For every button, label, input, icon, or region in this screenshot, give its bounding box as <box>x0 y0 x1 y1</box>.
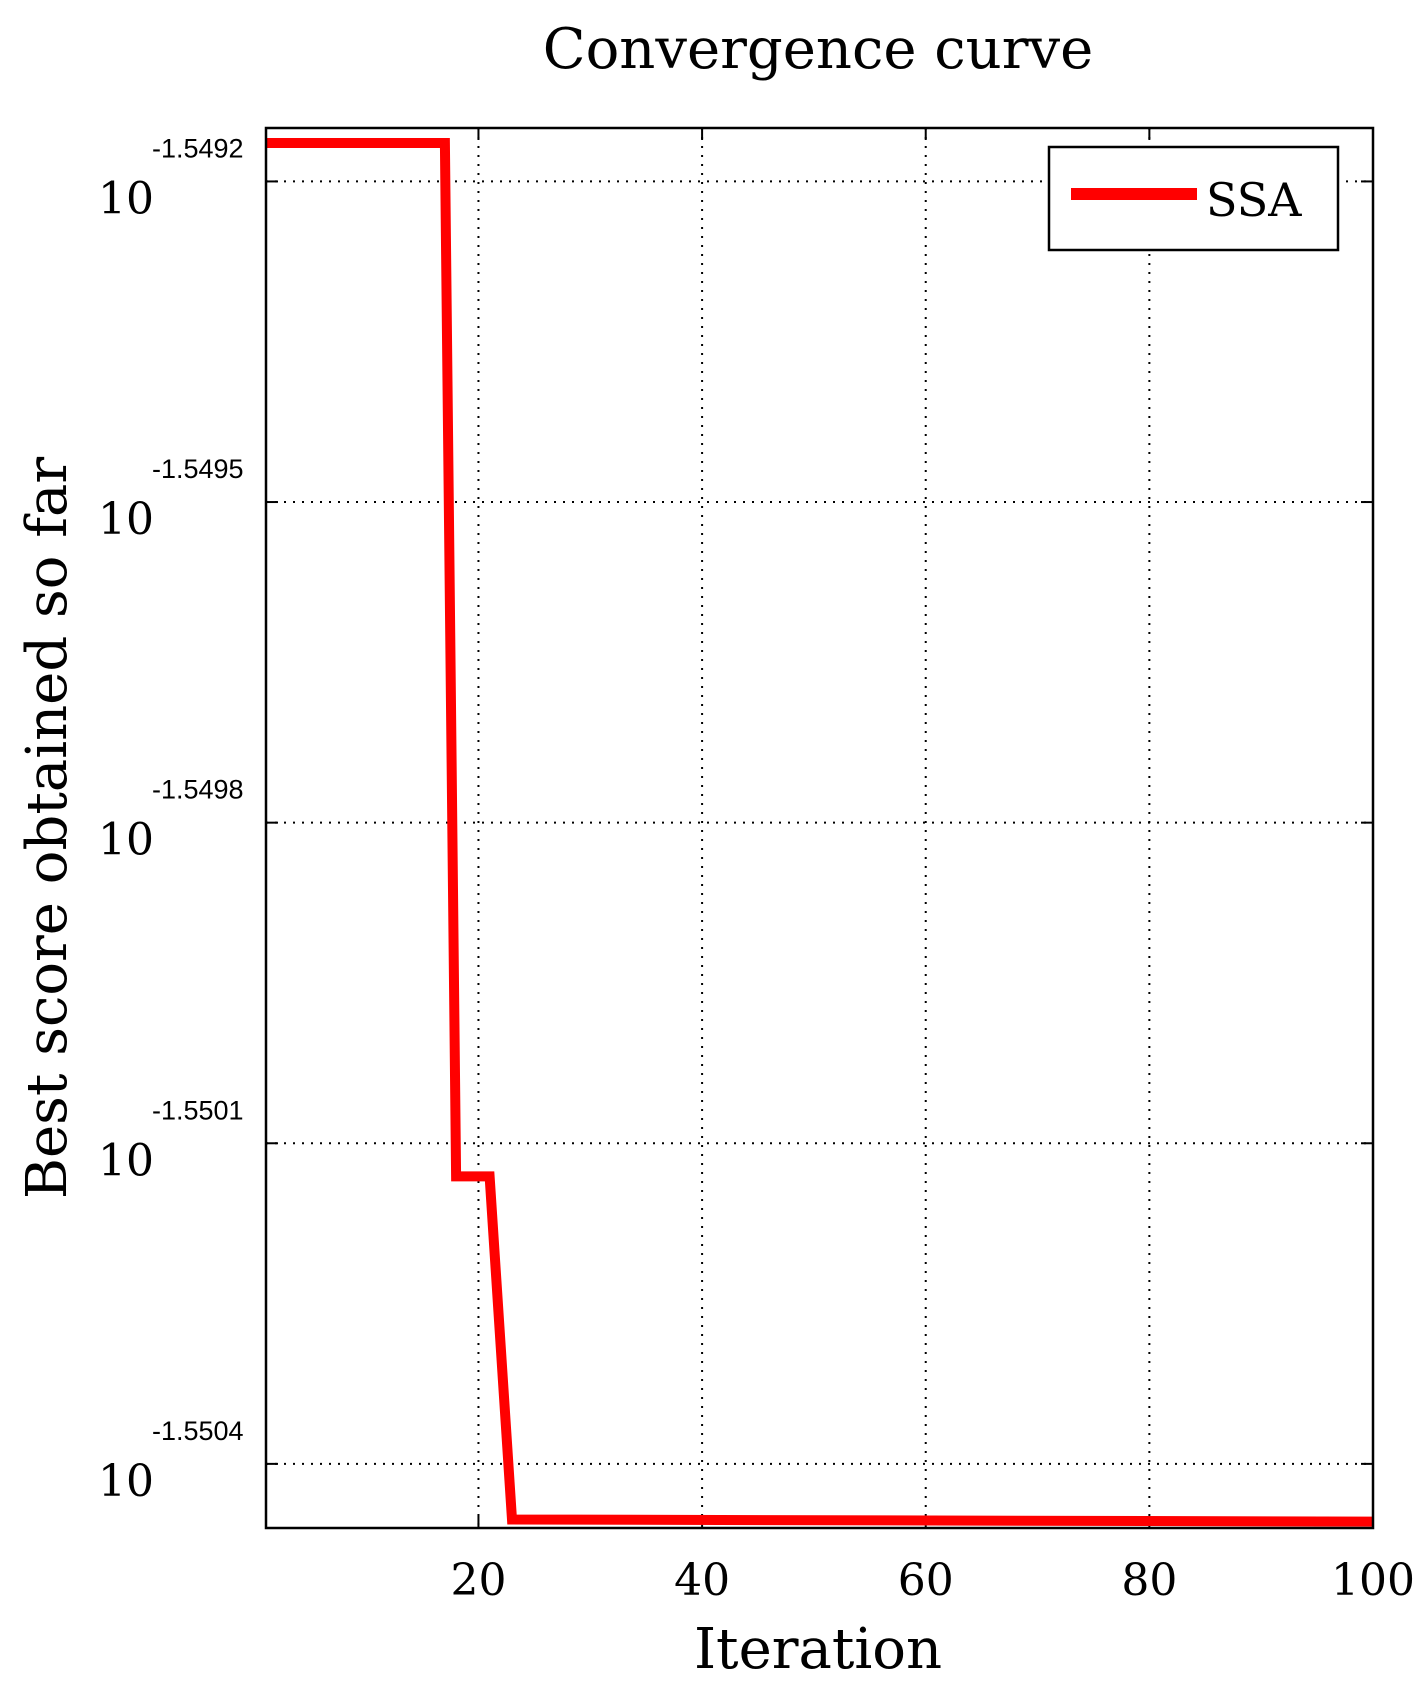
y-tick-base: 10 <box>98 1456 154 1507</box>
y-tick-exponent: -1.5495 <box>152 454 244 484</box>
x-tick-labels: 20 40 60 80 100 <box>450 1555 1415 1606</box>
y-axis-label: Best score obtained so far <box>15 457 80 1199</box>
y-tick-base: 10 <box>98 815 154 866</box>
y-tick-exponent: -1.5492 <box>152 133 244 163</box>
y-tick-base: 10 <box>98 494 154 545</box>
series-line-ssa <box>266 138 1374 1527</box>
y-tick-exponent: -1.5504 <box>152 1416 244 1446</box>
x-axis-label: Iteration <box>694 1617 942 1682</box>
x-tick-label: 60 <box>898 1555 954 1606</box>
x-tick-label: 20 <box>450 1555 506 1606</box>
y-tick-exponent: -1.5501 <box>152 1095 244 1125</box>
chart-title: Convergence curve <box>543 17 1094 82</box>
x-tick-label: 40 <box>674 1555 730 1606</box>
y-tick-labels: 10 -1.5492 10 -1.5495 10 -1.5498 10 -1.5501 10 -1… <box>98 133 244 1506</box>
y-tick-base: 10 <box>98 1135 154 1186</box>
x-tick-label: 100 <box>1331 1555 1415 1606</box>
y-tick-exponent: -1.5498 <box>152 775 244 805</box>
y-tick-base: 10 <box>98 173 154 224</box>
x-tick-label: 80 <box>1121 1555 1177 1606</box>
legend: SSA <box>1047 145 1340 252</box>
legend-label-ssa: SSA <box>1206 173 1302 227</box>
plot-frame <box>264 126 1375 1530</box>
